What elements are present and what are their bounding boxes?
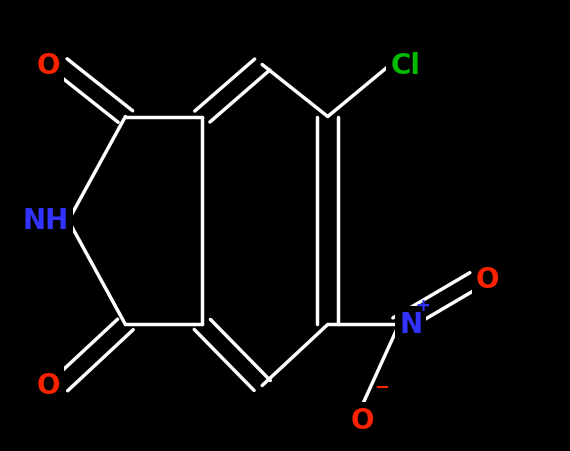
Text: −: − [374,378,390,396]
Text: O: O [36,372,60,400]
Text: O: O [476,266,499,294]
Text: N: N [399,311,422,339]
Text: Cl: Cl [390,51,421,79]
Text: +: + [415,297,430,315]
Text: NH: NH [22,207,68,235]
Text: O: O [36,51,60,79]
Text: O: O [350,406,374,434]
